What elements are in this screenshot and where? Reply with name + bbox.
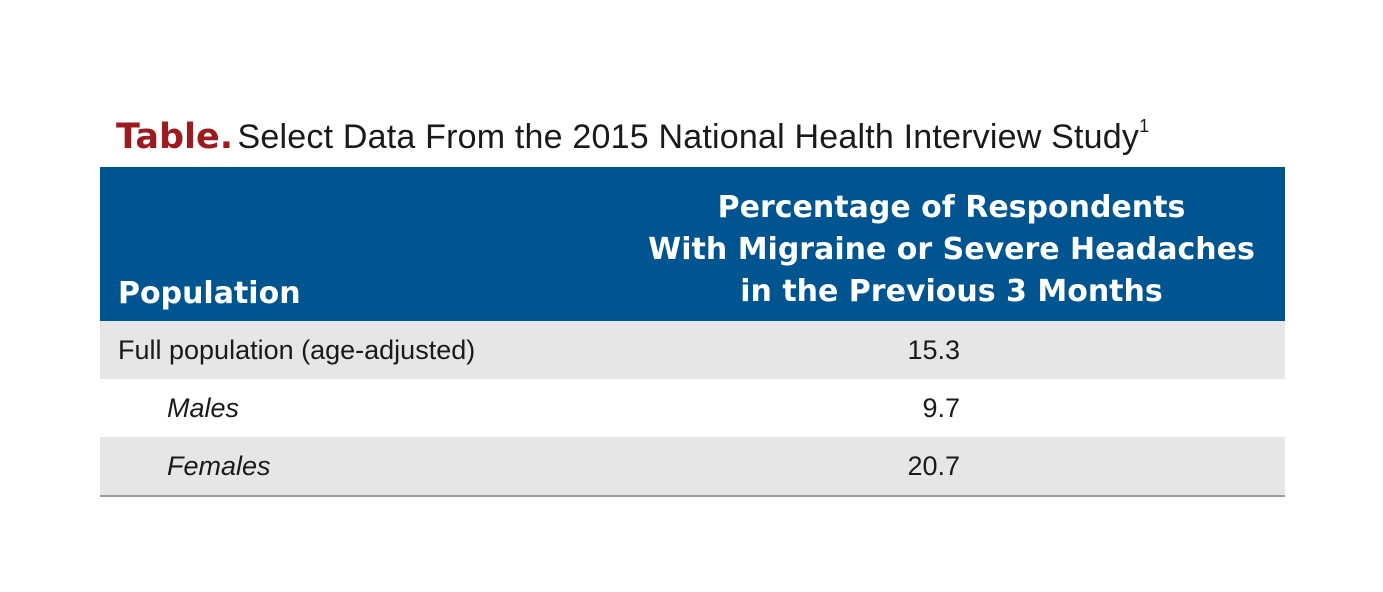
column-header-population: Population <box>100 167 618 321</box>
table-row: Males 9.7 <box>100 379 1285 437</box>
column-header-percentage: Percentage of Respondents With Migraine … <box>618 167 1285 321</box>
table-header-row: Population Percentage of Respondents Wit… <box>100 167 1285 321</box>
percentage-cell: 20.7 <box>618 437 1285 497</box>
data-table: Population Percentage of Respondents Wit… <box>100 167 1285 497</box>
percentage-cell: 15.3 <box>618 321 1285 379</box>
table-row: Females 20.7 <box>100 437 1285 497</box>
population-cell: Full population (age-adjusted) <box>100 321 618 379</box>
column-header-percentage-line: Percentage of Respondents <box>717 190 1186 225</box>
caption-footnote-marker: 1 <box>1139 116 1150 136</box>
population-cell: Females <box>100 437 618 497</box>
percentage-cell: 9.7 <box>618 379 1285 437</box>
caption-label: Table. <box>116 117 234 157</box>
table-caption: Table. Select Data From the 2015 Nationa… <box>116 112 1149 162</box>
caption-title: Select Data From the 2015 National Healt… <box>237 118 1140 156</box>
column-header-percentage-line: With Migraine or Severe Headaches <box>648 232 1255 267</box>
table-row: Full population (age-adjusted) 15.3 <box>100 321 1285 379</box>
column-header-percentage-line: in the Previous 3 Months <box>740 274 1163 309</box>
population-cell: Males <box>100 379 618 437</box>
